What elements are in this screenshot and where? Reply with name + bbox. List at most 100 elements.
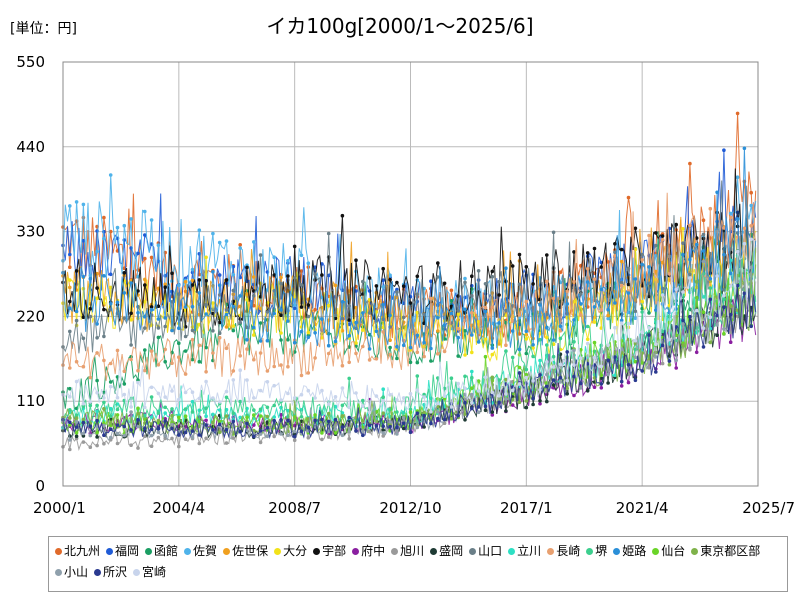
data-point [395, 398, 399, 402]
data-point [504, 279, 508, 284]
legend-item: 府中 [352, 541, 385, 562]
data-point [156, 326, 161, 330]
data-point [463, 353, 467, 357]
data-point [68, 408, 72, 412]
data-point [381, 399, 386, 403]
data-point [524, 299, 529, 304]
data-point [728, 312, 733, 317]
data-point [497, 279, 501, 284]
data-point [81, 417, 86, 422]
data-point [381, 266, 386, 271]
data-point [647, 360, 651, 364]
data-point [422, 395, 426, 399]
data-point [749, 237, 753, 242]
data-point [340, 433, 345, 438]
data-point [95, 418, 99, 423]
data-point [640, 306, 644, 311]
data-point [395, 410, 399, 414]
data-point [558, 362, 563, 367]
data-point [163, 347, 167, 352]
legend-label: 東京都区部 [700, 544, 761, 558]
data-point [579, 292, 583, 296]
data-point [463, 374, 467, 379]
x-axis-ticks: 2000/1 2004/4 2008/7 2012/10 2017/1 2021/4 202… [33, 499, 795, 517]
data-point [401, 396, 406, 400]
data-point [408, 407, 413, 412]
data-point [660, 234, 665, 238]
data-point [252, 434, 256, 439]
legend-label: 盛岡 [439, 544, 464, 558]
data-point [619, 259, 624, 264]
data-point [95, 351, 99, 355]
data-point [265, 310, 270, 314]
data-point [272, 418, 277, 423]
data-point [510, 264, 515, 268]
data-point [463, 276, 467, 281]
data-point [183, 437, 188, 442]
data-point [211, 329, 215, 333]
data-point [735, 249, 740, 254]
data-point [143, 434, 147, 439]
y-tick-label: 220 [16, 307, 45, 325]
data-point [313, 272, 317, 276]
data-point [108, 384, 113, 389]
data-point [286, 274, 290, 278]
data-point [108, 427, 113, 432]
data-point [197, 441, 202, 446]
data-point [238, 354, 242, 358]
data-point [333, 427, 338, 431]
data-point [129, 405, 133, 409]
data-point [286, 418, 290, 423]
data-point [265, 414, 270, 419]
data-point [701, 345, 706, 349]
data-point [429, 410, 433, 414]
data-point [81, 274, 86, 279]
data-point [183, 372, 188, 376]
data-point [660, 343, 665, 348]
data-point [197, 278, 202, 282]
data-point [156, 304, 161, 309]
data-point [320, 273, 324, 277]
data-point [238, 399, 242, 404]
data-point [728, 284, 733, 288]
data-point [545, 384, 549, 389]
data-point [504, 397, 508, 401]
data-point [190, 410, 195, 414]
data-point [626, 380, 631, 385]
data-point [190, 278, 195, 283]
data-point [108, 285, 113, 290]
data-point [143, 314, 147, 319]
data-point [449, 299, 454, 303]
data-point [74, 416, 79, 420]
data-point [361, 404, 365, 409]
data-point [531, 396, 535, 401]
data-point [415, 350, 420, 355]
data-point [340, 386, 345, 390]
data-point [108, 272, 113, 277]
data-point [252, 333, 256, 337]
data-point [361, 398, 365, 403]
series-19 [61, 283, 757, 440]
data-point [599, 376, 604, 380]
data-point [660, 361, 665, 366]
data-point [531, 282, 535, 286]
legend-label: 姫路 [622, 544, 647, 558]
data-point [456, 335, 461, 340]
data-point [81, 315, 86, 320]
data-point [190, 399, 195, 404]
data-point [429, 421, 433, 426]
data-point [558, 329, 563, 333]
data-point [633, 226, 638, 231]
x-tick-label: 2021/4 [616, 499, 669, 517]
data-point [258, 351, 263, 355]
data-point [347, 415, 352, 420]
data-point [388, 420, 392, 424]
data-point [415, 292, 420, 297]
data-point [388, 424, 392, 429]
data-point [149, 218, 154, 222]
data-point [442, 417, 447, 422]
data-point [136, 418, 140, 422]
legend-item: 函館 [145, 541, 178, 562]
data-point [694, 236, 699, 240]
